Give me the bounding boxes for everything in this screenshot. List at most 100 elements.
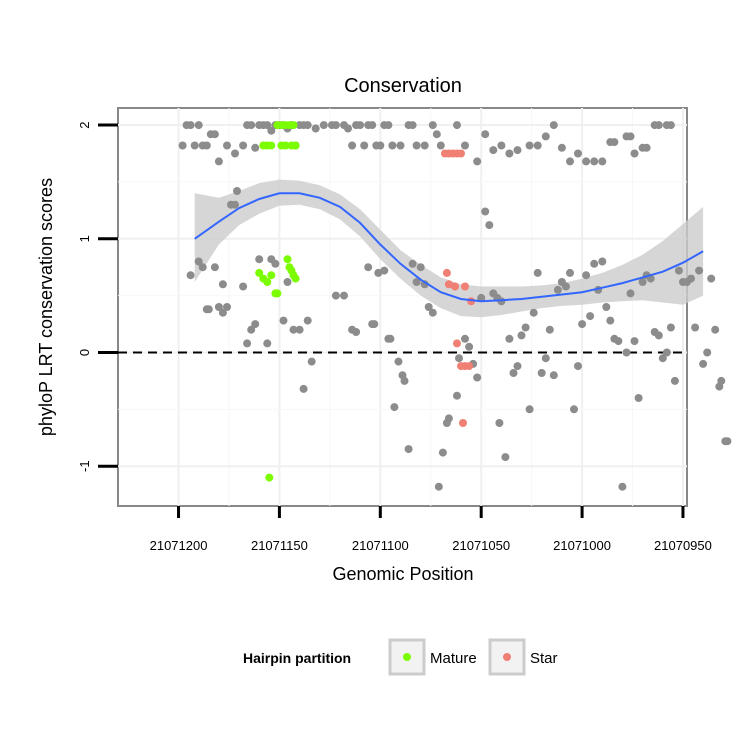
data-point-other [295,325,304,334]
data-point-other [319,121,328,130]
data-point-other [404,445,413,454]
data-point-other [517,331,526,340]
data-point-other [223,303,231,311]
data-point-other [360,141,369,150]
x-tick-label: 21071000 [553,538,611,553]
x-tick-label: 21071150 [251,538,308,553]
data-point-star [459,419,467,427]
data-point-other [432,130,441,139]
data-point-other [586,312,595,321]
data-point-other [614,337,623,346]
data-point-other [654,121,663,130]
y-tick-label: 0 [77,349,92,356]
data-point-other [481,207,490,216]
data-point-other [481,130,490,139]
y-tick-label: -1 [77,460,92,472]
data-point-other [642,143,651,152]
data-point-star [461,282,469,291]
data-point-other [239,282,248,291]
data-point-other [666,121,675,130]
data-point-other [529,308,538,317]
data-point-other [695,266,704,275]
data-point-other [638,278,647,286]
loess-line [194,192,704,303]
data-point-other [198,263,207,272]
data-point-other [654,331,663,340]
data-point-other [670,376,679,385]
y-tick-label: 1 [77,235,92,242]
data-point-other [444,414,453,423]
data-point-other [233,187,241,195]
data-point-other [344,124,352,133]
data-point-other [666,323,675,332]
data-point-other [557,143,566,152]
data-point-other [509,369,518,377]
data-point-other [231,149,239,158]
data-point-other [364,263,373,272]
data-point-other [307,357,316,366]
data-point-other [582,157,591,166]
data-point-other [438,448,447,457]
data-point-other [533,141,542,150]
data-point-other [501,453,510,462]
legend-label-mature: Mature [430,650,477,667]
data-point-other [525,405,534,414]
data-point-other [408,259,417,268]
data-point-other [394,357,403,366]
data-point-other [434,482,443,491]
data-point-other [465,342,474,351]
data-point-other [267,126,276,135]
legend-marker-mature [403,653,411,661]
data-point-other [662,348,671,357]
data-point-other [707,274,716,283]
data-point-other [687,274,695,283]
data-point-other [416,263,425,272]
data-point-other [578,320,587,329]
data-point-other [390,403,399,412]
data-point-star [457,149,465,158]
legend-marker-star [503,653,511,661]
data-point-other [473,373,482,382]
data-point-other [473,157,482,166]
data-point-other [521,323,530,332]
data-point-other [537,369,546,377]
data-point-other [513,362,522,371]
data-point-other [574,149,582,158]
x-tick-label: 21070950 [654,538,712,553]
y-tick-label: 2 [77,121,92,128]
data-point-other [495,419,504,427]
data-point-other [525,141,534,150]
data-point-other [606,316,615,325]
data-point-other [400,376,409,385]
data-point-other [658,354,667,363]
data-point-other [477,293,486,302]
data-point-other [703,348,712,357]
data-point-other [453,391,461,400]
data-point-star [451,282,459,291]
data-point-other [374,268,383,277]
data-point-other [561,282,570,291]
data-point-other [630,149,639,158]
data-point-other [455,354,463,363]
data-point-other [420,141,429,150]
data-point-other [340,291,348,300]
data-point-other [598,257,607,266]
data-point-other [461,334,469,343]
data-point-other [210,263,219,272]
data-point-mature [283,255,292,264]
data-point-other [247,325,256,334]
data-point-other [194,257,203,266]
data-point-other [533,268,542,277]
data-point-other [223,141,231,150]
data-point-other [691,323,700,332]
data-point-other [461,141,469,150]
data-point-other [255,255,264,264]
data-point-mature [291,141,300,150]
data-point-other [368,121,377,130]
data-point-other [289,325,298,334]
data-point-other [428,308,437,317]
data-point-other [263,121,272,130]
data-point-other [541,354,550,363]
y-axis-label: phyloP LRT conservation scores [36,178,56,436]
data-point-mature [267,141,276,150]
